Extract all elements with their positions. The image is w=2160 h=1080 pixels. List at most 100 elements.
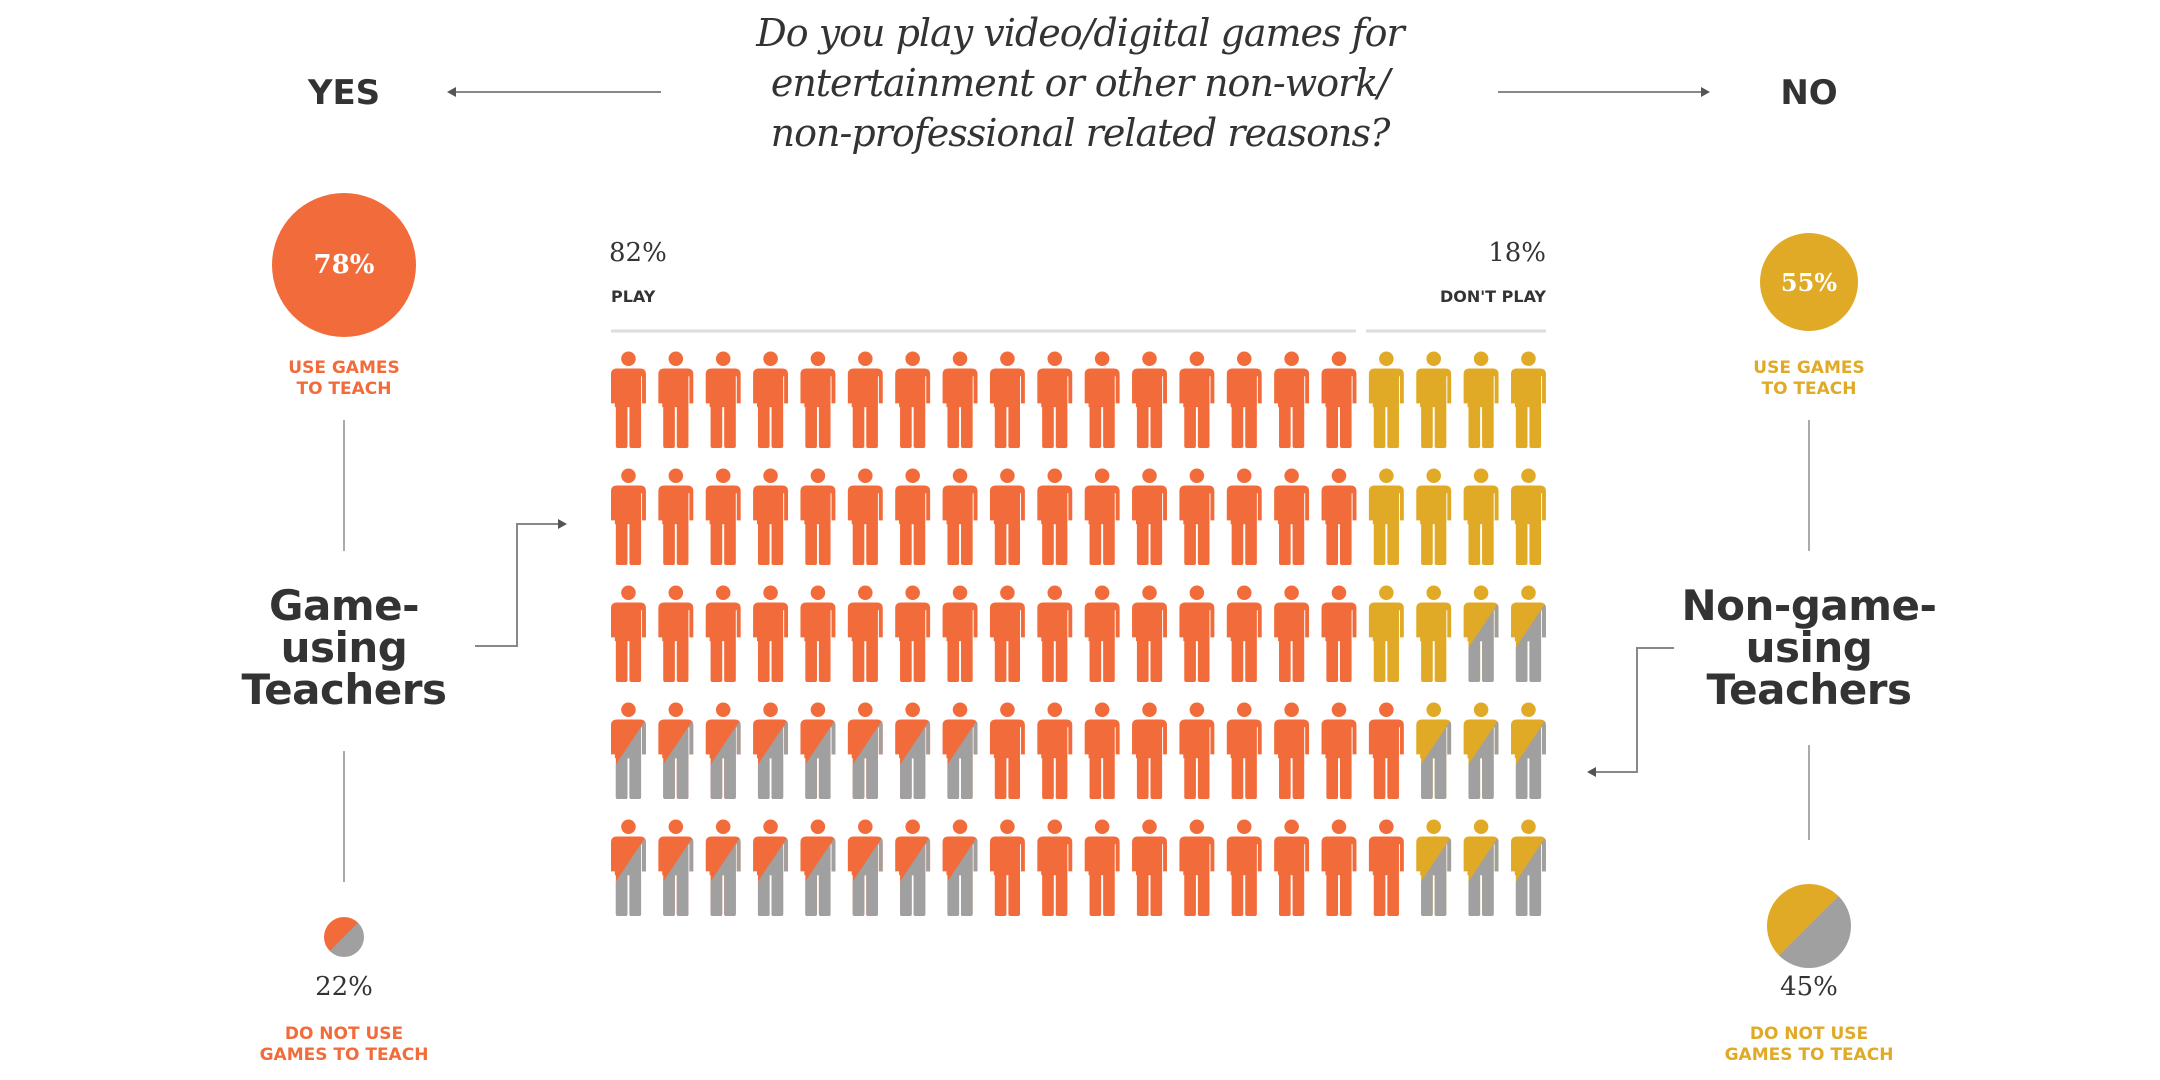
label-line: DO NOT USE bbox=[284, 1024, 404, 1044]
person-noplay-use-icon bbox=[1511, 468, 1546, 565]
dont-play-label: DON'T PLAY bbox=[1439, 287, 1546, 306]
question-line: non-professional related reasons? bbox=[770, 111, 1391, 155]
person-play-no-use-icon bbox=[942, 702, 978, 799]
person-play-no-use-icon bbox=[753, 702, 789, 799]
person-play-use-icon bbox=[1037, 468, 1073, 565]
person-play-use-icon bbox=[1179, 702, 1215, 799]
play-label: PLAY bbox=[611, 287, 656, 306]
person-play-use-icon bbox=[942, 468, 978, 565]
person-noplay-no-use-icon bbox=[1463, 585, 1499, 682]
person-play-use-icon bbox=[658, 351, 694, 448]
person-play-use-icon bbox=[1179, 468, 1215, 565]
question-line: Do you play video/digital games for bbox=[756, 11, 1404, 55]
not-use-pct-right: 45% bbox=[1780, 972, 1838, 1002]
dont-play-pct: 18% bbox=[1488, 238, 1546, 268]
not-use-label-left: DO NOT USE GAMES TO TEACH bbox=[260, 1024, 429, 1066]
person-play-use-icon bbox=[989, 702, 1025, 799]
person-play-use-icon bbox=[1368, 702, 1404, 799]
person-play-use-icon bbox=[1321, 585, 1357, 682]
person-play-use-icon bbox=[1226, 468, 1262, 565]
person-play-use-icon bbox=[1226, 351, 1262, 448]
person-play-no-use-icon bbox=[847, 819, 883, 916]
person-play-no-use-icon bbox=[705, 819, 741, 916]
arrow-left-icon bbox=[447, 87, 456, 97]
person-play-use-icon bbox=[1132, 585, 1167, 682]
person-play-use-icon bbox=[1132, 702, 1167, 799]
not-use-label-right: DO NOT USE GAMES TO TEACH bbox=[1725, 1024, 1894, 1066]
person-play-no-use-icon bbox=[611, 819, 646, 916]
divider-line bbox=[343, 751, 345, 882]
person-play-use-icon bbox=[847, 585, 883, 682]
person-noplay-no-use-icon bbox=[1463, 819, 1499, 916]
person-noplay-no-use-icon bbox=[1463, 702, 1499, 799]
divider-line bbox=[1808, 745, 1810, 840]
person-play-use-icon bbox=[847, 468, 883, 565]
person-play-use-icon bbox=[1179, 585, 1215, 682]
people-grid bbox=[611, 351, 1546, 916]
person-play-use-icon bbox=[1274, 702, 1310, 799]
person-play-no-use-icon bbox=[895, 702, 931, 799]
game-using-teachers-title: Game- using Teachers bbox=[242, 585, 447, 711]
person-play-use-icon bbox=[1132, 351, 1167, 448]
use-games-label-left: USE GAMES TO TEACH bbox=[288, 358, 399, 400]
right-connector bbox=[1594, 647, 1674, 773]
use-games-label-right: USE GAMES TO TEACH bbox=[1753, 358, 1864, 400]
use-games-circle-left: 78% bbox=[272, 193, 416, 337]
person-play-use-icon bbox=[705, 351, 741, 448]
person-play-use-icon bbox=[658, 585, 694, 682]
person-play-use-icon bbox=[658, 468, 694, 565]
not-use-pie-left bbox=[324, 917, 364, 957]
person-play-use-icon bbox=[1037, 819, 1073, 916]
person-play-no-use-icon bbox=[895, 819, 931, 916]
play-pct: 82% bbox=[609, 238, 667, 268]
person-play-use-icon bbox=[942, 585, 978, 682]
person-play-no-use-icon bbox=[753, 819, 789, 916]
person-play-use-icon bbox=[1084, 702, 1120, 799]
person-noplay-use-icon bbox=[1463, 351, 1499, 448]
person-play-use-icon bbox=[1321, 702, 1357, 799]
person-play-no-use-icon bbox=[847, 702, 883, 799]
person-play-use-icon bbox=[1274, 585, 1310, 682]
person-noplay-use-icon bbox=[1368, 468, 1404, 565]
person-play-no-use-icon bbox=[705, 702, 741, 799]
person-noplay-use-icon bbox=[1511, 351, 1546, 448]
person-play-use-icon bbox=[1084, 468, 1120, 565]
label-line: USE GAMES bbox=[1753, 358, 1865, 378]
person-play-use-icon bbox=[705, 468, 741, 565]
label-line: GAMES TO TEACH bbox=[259, 1045, 429, 1065]
person-play-use-icon bbox=[1368, 819, 1404, 916]
arrow-right-icon bbox=[1701, 87, 1710, 97]
person-play-use-icon bbox=[1226, 702, 1262, 799]
divider-line bbox=[1808, 420, 1810, 551]
arrow-left-icon bbox=[1587, 767, 1596, 777]
person-noplay-use-icon bbox=[1416, 468, 1452, 565]
label-line: GAMES TO TEACH bbox=[1724, 1045, 1894, 1065]
person-play-use-icon bbox=[1084, 819, 1120, 916]
person-noplay-no-use-icon bbox=[1416, 702, 1452, 799]
person-play-use-icon bbox=[1274, 468, 1310, 565]
person-play-use-icon bbox=[1037, 585, 1073, 682]
person-play-no-use-icon bbox=[658, 819, 694, 916]
person-noplay-no-use-icon bbox=[1511, 702, 1546, 799]
title-line: Teachers bbox=[241, 665, 447, 714]
person-play-use-icon bbox=[611, 585, 646, 682]
no-label: NO bbox=[1780, 73, 1838, 113]
person-play-use-icon bbox=[753, 585, 789, 682]
person-play-use-icon bbox=[942, 351, 978, 448]
title-line: Teachers bbox=[1706, 665, 1912, 714]
person-play-use-icon bbox=[1321, 351, 1357, 448]
person-play-use-icon bbox=[753, 351, 789, 448]
person-noplay-use-icon bbox=[1416, 585, 1452, 682]
person-play-use-icon bbox=[989, 351, 1025, 448]
person-play-use-icon bbox=[1037, 702, 1073, 799]
person-noplay-use-icon bbox=[1368, 351, 1404, 448]
person-noplay-use-icon bbox=[1463, 468, 1499, 565]
person-noplay-no-use-icon bbox=[1511, 585, 1546, 682]
yes-label: YES bbox=[307, 73, 381, 113]
person-play-no-use-icon bbox=[658, 702, 694, 799]
left-connector bbox=[475, 523, 560, 647]
person-play-use-icon bbox=[1321, 468, 1357, 565]
divider-line bbox=[343, 420, 345, 551]
person-play-use-icon bbox=[989, 819, 1025, 916]
